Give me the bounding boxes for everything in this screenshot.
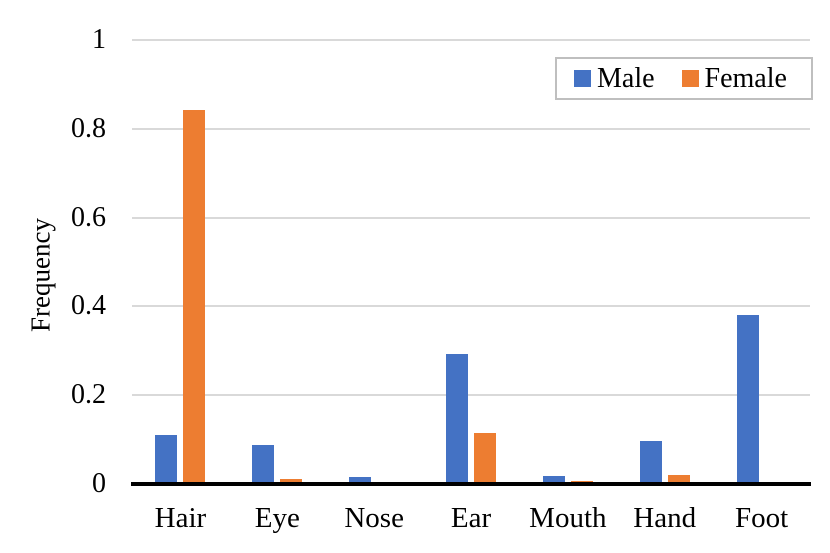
bar-female-ear [474, 433, 496, 484]
y-tick-label: 0.2 [71, 379, 106, 411]
bar-male-eye [252, 444, 275, 484]
x-category-label: Hand [633, 502, 697, 534]
y-tick-label: 0.8 [71, 112, 106, 144]
gridline-0.6 [132, 216, 810, 219]
bar-female-hand [667, 475, 690, 484]
x-category-label: Mouth [529, 502, 607, 534]
x-category-label: Foot [734, 502, 789, 534]
y-tick-label: 0.6 [71, 201, 106, 233]
plot-area [131, 39, 811, 486]
x-category-label: Ear [450, 502, 492, 534]
x-category-label: Hair [154, 502, 207, 534]
legend-label-female: Female [704, 62, 787, 94]
x-axis-line [131, 482, 811, 486]
gridline-1 [132, 39, 810, 41]
bar-male-hand [639, 440, 662, 484]
legend-item-female: Female [681, 62, 787, 94]
x-category-label: Eye [254, 502, 300, 534]
bar-male-hair [155, 435, 178, 484]
bar-male-mouth [542, 476, 565, 484]
bar-female-hair [183, 110, 206, 484]
male-swatch-icon [574, 70, 591, 87]
bar-female-eye [280, 479, 303, 484]
bar-male-nose [349, 477, 372, 484]
gridline-0.8 [132, 127, 810, 130]
legend-item-male: Male [574, 62, 655, 94]
legend-label-male: Male [597, 62, 655, 94]
bar-male-foot [736, 314, 759, 484]
y-tick-label: 0 [92, 468, 106, 499]
gridline-0.4 [132, 305, 810, 308]
female-swatch-icon [681, 70, 699, 87]
y-tick-label: 0.4 [71, 290, 106, 322]
y-tick-label: 1 [92, 24, 106, 55]
bar-male-ear [446, 353, 468, 484]
legend: Male Female [555, 57, 813, 100]
x-category-label: Nose [344, 502, 404, 534]
gridline-0.2 [132, 394, 810, 397]
